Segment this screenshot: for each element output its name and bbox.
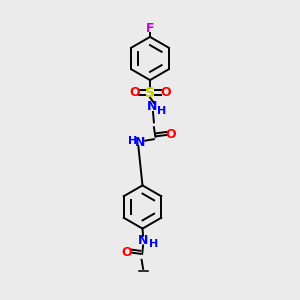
Text: H: H [158,106,166,116]
Text: N: N [138,234,148,247]
Text: H: H [149,239,158,249]
Text: O: O [160,86,171,99]
Text: F: F [146,22,154,35]
Text: O: O [121,245,132,259]
Text: N: N [135,136,145,149]
Text: N: N [147,100,157,113]
Text: O: O [129,86,140,99]
Text: O: O [166,128,176,141]
Text: S: S [145,86,155,100]
Text: H: H [128,136,137,146]
